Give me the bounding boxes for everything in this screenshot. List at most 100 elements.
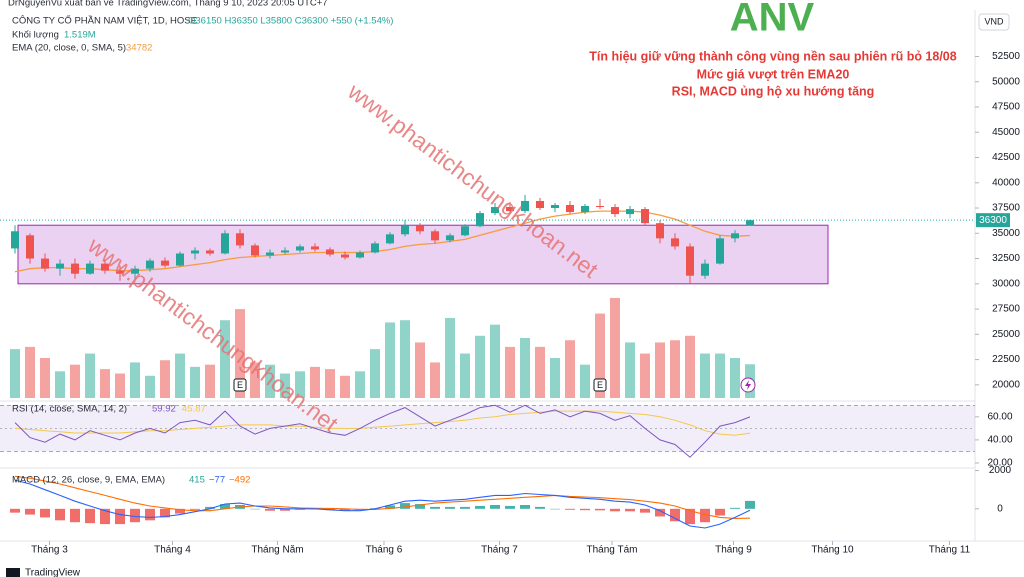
- legend-ohlc: O36150 H36350 L35800 C36300 +550 (+1.54%…: [188, 16, 393, 27]
- macd-histogram-bar: [700, 508, 710, 523]
- volume-bar: [325, 369, 335, 398]
- macd-histogram-bar: [100, 508, 110, 525]
- annotation: RSI, MACD ủng hộ xu hướng tăng: [672, 84, 875, 98]
- macd-histogram-bar: [580, 508, 590, 511]
- candle-body: [71, 263, 79, 274]
- currency-label[interactable]: VND: [984, 16, 1004, 26]
- macd-signal-line: [14, 475, 751, 519]
- currency-button[interactable]: [978, 13, 1010, 31]
- macd-histogram-bar: [205, 506, 215, 509]
- legend-volume-value: 1.519M: [64, 30, 96, 41]
- volume-bar: [385, 322, 395, 398]
- volume-bar: [445, 318, 455, 398]
- candle-body: [581, 206, 589, 213]
- macd-histogram-bar: [250, 508, 260, 510]
- volume-bar: [295, 371, 305, 398]
- macd-histogram-bar: [520, 505, 530, 509]
- macd-histogram-bar: [535, 506, 545, 509]
- y-tick-label: 20000: [992, 379, 1020, 390]
- volume-bar: [175, 353, 185, 398]
- candle-body: [416, 225, 424, 232]
- volume-bar: [655, 342, 665, 398]
- volume-bar: [505, 346, 515, 398]
- alert-bolt: [745, 380, 751, 390]
- volume-bar: [355, 371, 365, 398]
- volume-bar: [280, 373, 290, 398]
- volume-bar: [145, 375, 155, 398]
- macd-histogram-bar: [460, 506, 470, 509]
- volume-bar: [370, 349, 380, 398]
- annotation: Mức giá vượt trên EMA20: [697, 67, 850, 81]
- macd-tick-label: 2000: [989, 465, 1012, 476]
- macd-histogram-bar: [490, 505, 500, 509]
- macd-histogram-bar: [565, 508, 575, 510]
- volume-bar: [535, 346, 545, 398]
- candle-body: [26, 235, 34, 259]
- rsi-tick-label: 60.00: [987, 411, 1012, 422]
- legend-symbol: CÔNG TY CỔ PHẦN NAM VIỆT, 1D, HOSE: [12, 15, 197, 27]
- x-tick-label: Tháng 6: [366, 545, 403, 556]
- y-tick-label: 45000: [992, 127, 1020, 138]
- candle-body: [281, 250, 289, 253]
- candle-body: [431, 231, 439, 241]
- macd-histogram-bar: [730, 507, 740, 509]
- x-tick-label: Tháng Năm: [251, 545, 303, 556]
- volume-bar: [580, 364, 590, 398]
- legend-macd-value: −77: [209, 475, 225, 486]
- macd-histogram-bar: [145, 508, 155, 521]
- candle-body: [146, 260, 154, 269]
- candle-body: [476, 213, 484, 227]
- candle-body: [641, 209, 649, 224]
- candle-body: [446, 235, 454, 241]
- candle-body: [56, 263, 64, 269]
- volume-bar: [160, 360, 170, 398]
- volume-bar: [550, 358, 560, 398]
- x-tick-label: Tháng 3: [31, 545, 68, 556]
- volume-bar: [190, 366, 200, 398]
- legend-macd: MACD (12, 26, close, 9, EMA, EMA): [12, 475, 165, 486]
- candle-body: [356, 252, 364, 258]
- volume-bar: [415, 342, 425, 398]
- last-price-tag: [976, 213, 1010, 228]
- candle-body: [386, 234, 394, 244]
- volume-bar: [625, 342, 635, 398]
- brand-logo: [6, 568, 20, 577]
- candle-body: [326, 249, 334, 255]
- candle-body: [221, 233, 229, 254]
- volume-bar: [640, 353, 650, 398]
- macd-histogram-bar: [40, 508, 50, 518]
- macd-histogram-bar: [505, 505, 515, 509]
- legend-ema-value: 34782: [126, 43, 152, 54]
- candle-body: [746, 220, 754, 226]
- macd-histogram-bar: [280, 508, 290, 511]
- volume-bar: [235, 309, 245, 398]
- volume-bar: [70, 364, 80, 398]
- y-tick-label: 50000: [992, 76, 1020, 87]
- candle-body: [191, 250, 199, 254]
- y-tick-label: 32500: [992, 253, 1020, 264]
- macd-histogram-bar: [10, 508, 20, 513]
- candle-body: [206, 250, 214, 254]
- macd-histogram-bar: [415, 504, 425, 509]
- macd-histogram-bar: [175, 508, 185, 514]
- volume-bar: [490, 324, 500, 398]
- y-tick-label: 30000: [992, 278, 1020, 289]
- candle-body: [461, 226, 469, 236]
- rsi-ma-line: [14, 410, 751, 436]
- rsi-tick-label: 40.00: [987, 435, 1012, 446]
- macd-histogram-bar: [160, 508, 170, 518]
- legend-macd-signal: −492: [229, 475, 250, 486]
- volume-bar: [205, 364, 215, 398]
- macd-histogram-bar: [340, 508, 350, 511]
- candle-body: [341, 254, 349, 258]
- legend-rsi: RSI (14, close, SMA, 14, 2): [12, 404, 127, 415]
- candle-body: [521, 200, 529, 212]
- event-label: E: [237, 380, 243, 390]
- candle-body: [551, 205, 559, 209]
- macd-histogram-bar: [670, 508, 680, 522]
- y-tick-label: 27500: [992, 304, 1020, 315]
- candle-body: [656, 223, 664, 239]
- macd-histogram-bar: [445, 506, 455, 509]
- macd-tick-label: 0: [997, 503, 1003, 514]
